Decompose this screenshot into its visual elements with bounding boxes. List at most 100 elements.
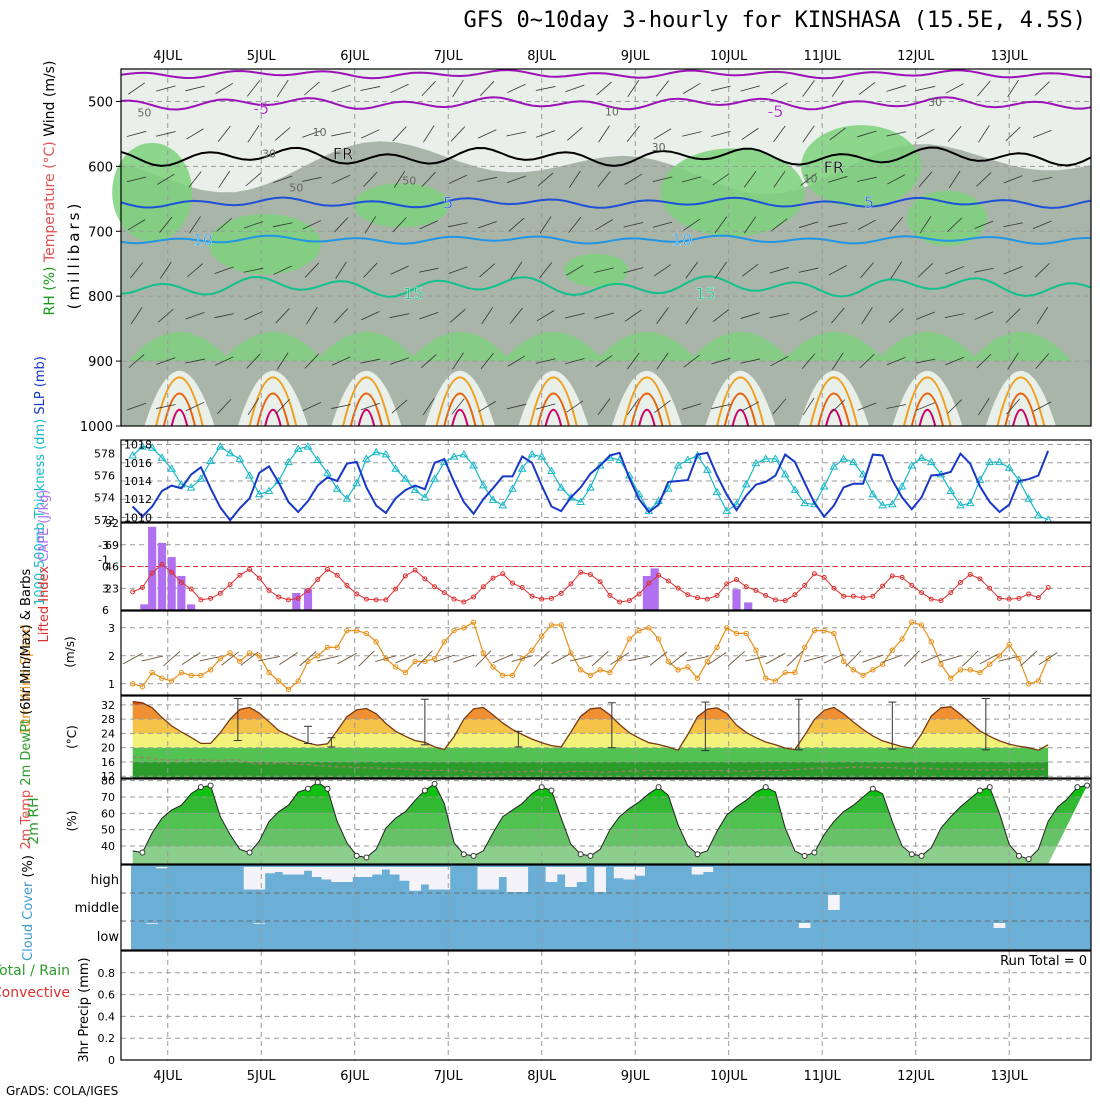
wind-barb bbox=[656, 352, 669, 370]
lifted-index-marker bbox=[169, 569, 175, 575]
wind-barb bbox=[653, 128, 672, 140]
thickness-marker bbox=[147, 443, 157, 451]
footer-credit: GrADS: COLA/IGES bbox=[6, 1084, 119, 1098]
rh-moist-plume bbox=[315, 331, 418, 362]
wind-barb bbox=[857, 176, 877, 182]
wind-barb bbox=[830, 307, 845, 324]
rh-contour-label: 30 bbox=[262, 147, 276, 160]
cloud-level-label: low bbox=[97, 930, 120, 945]
wind-barb bbox=[827, 222, 848, 228]
thickness-marker bbox=[284, 457, 293, 466]
wind-barb bbox=[221, 651, 240, 666]
wind-barb bbox=[302, 130, 322, 138]
wind-barb bbox=[798, 221, 819, 229]
temp2m-unit: (°C) bbox=[65, 725, 79, 749]
wind-barb bbox=[185, 311, 205, 320]
y-tick-label: 0.4 bbox=[98, 1010, 116, 1023]
cloud-clear-bar bbox=[555, 867, 568, 875]
wind-barb bbox=[798, 267, 819, 273]
y-tick-label: 1000 bbox=[80, 420, 113, 435]
rh-moist-plume bbox=[409, 331, 511, 362]
wind-barb bbox=[128, 82, 146, 95]
cape-bar bbox=[732, 589, 741, 610]
wind-barb bbox=[536, 310, 555, 322]
wind-barb bbox=[217, 125, 231, 143]
lifted-index-marker bbox=[237, 572, 243, 578]
wind-barb bbox=[535, 403, 556, 410]
lifted-index-marker bbox=[909, 582, 915, 588]
cloud-clear-bar bbox=[701, 867, 714, 872]
lifted-index-marker bbox=[1016, 595, 1022, 601]
wind-barb bbox=[361, 129, 380, 139]
wind-barb bbox=[392, 126, 407, 142]
wind-barb bbox=[623, 222, 644, 228]
wind-speed-marker bbox=[850, 667, 857, 673]
isotherm-30-loop bbox=[170, 408, 189, 427]
lifted-index-marker bbox=[548, 595, 554, 601]
wind-barb bbox=[685, 307, 698, 325]
lifted-index-marker bbox=[656, 572, 662, 578]
wind-speed-marker bbox=[237, 658, 243, 665]
wind-barb bbox=[272, 222, 293, 228]
wind-barb bbox=[627, 79, 640, 98]
isotherm-25-loop bbox=[723, 392, 757, 427]
y-tick-label: 1 bbox=[108, 678, 115, 691]
cloud-clear-bar bbox=[360, 867, 373, 877]
wind-barb bbox=[771, 218, 788, 232]
wind-barb bbox=[741, 127, 759, 140]
wind-barb bbox=[448, 266, 468, 274]
rh-marker bbox=[139, 849, 146, 856]
wind-barb bbox=[363, 171, 378, 187]
wind-barb bbox=[711, 357, 731, 365]
li-tick-label: -1 bbox=[98, 553, 109, 566]
wind-barb bbox=[916, 128, 935, 139]
date-label-top: 7JUL bbox=[434, 49, 464, 64]
thickness-marker bbox=[508, 484, 517, 492]
cape-bar bbox=[292, 592, 301, 610]
rh-moist-patch bbox=[209, 214, 322, 275]
thickness-marker bbox=[761, 454, 771, 462]
panel-frame bbox=[120, 610, 1092, 696]
isotherm-25-loop bbox=[817, 392, 851, 427]
wind-speed-marker bbox=[616, 655, 623, 662]
wind-speed-marker bbox=[441, 639, 448, 645]
cloud-clear-bar bbox=[321, 867, 334, 880]
wind-speed-marker bbox=[480, 650, 486, 656]
isotherm-label: 5 bbox=[443, 194, 453, 213]
lifted-index-marker bbox=[159, 561, 165, 567]
boundary-layer-plume bbox=[518, 370, 589, 426]
wind-speed-marker bbox=[714, 644, 720, 651]
lifted-index-marker bbox=[178, 579, 184, 585]
boundary-layer-plume bbox=[237, 370, 308, 426]
isotherm-25-loop bbox=[443, 392, 477, 427]
dewpoint-line bbox=[132, 756, 1049, 773]
thickness-marker bbox=[469, 460, 478, 469]
wind-barb bbox=[741, 401, 760, 412]
wind-barb bbox=[978, 125, 990, 143]
lifted-index-marker bbox=[792, 592, 798, 598]
wind-barb bbox=[829, 127, 846, 141]
thickness-tick-label: 576 bbox=[94, 469, 115, 482]
wind-speed-marker bbox=[821, 627, 827, 634]
temperature-band bbox=[132, 719, 1049, 734]
wind-barbs bbox=[126, 79, 1053, 416]
wind-speed-marker bbox=[363, 630, 370, 637]
lifted-index-marker bbox=[393, 586, 399, 592]
rh-contour-label: 50 bbox=[289, 182, 303, 195]
wind-barb bbox=[712, 309, 730, 323]
lifted-index-marker bbox=[383, 597, 389, 603]
wind-barb bbox=[453, 654, 475, 663]
wind-speed-marker bbox=[626, 636, 633, 642]
isotherm-20-loop bbox=[903, 376, 952, 427]
rh-marker bbox=[421, 787, 428, 794]
wind-barb bbox=[331, 404, 351, 409]
boundary-layer-plume bbox=[892, 370, 963, 426]
cloud-clear-bar bbox=[828, 895, 840, 910]
panel-precip: 0 0.2 0.4 0.6 0.8 Run Total = 0 Total / Rain Co… bbox=[0, 950, 1092, 1067]
date-label-top: 10JUL bbox=[710, 49, 748, 64]
lifted-index-marker bbox=[860, 595, 866, 601]
wind-barb bbox=[624, 173, 643, 185]
cloud-level-label: middle bbox=[75, 901, 119, 916]
panel-frame bbox=[120, 864, 1092, 951]
